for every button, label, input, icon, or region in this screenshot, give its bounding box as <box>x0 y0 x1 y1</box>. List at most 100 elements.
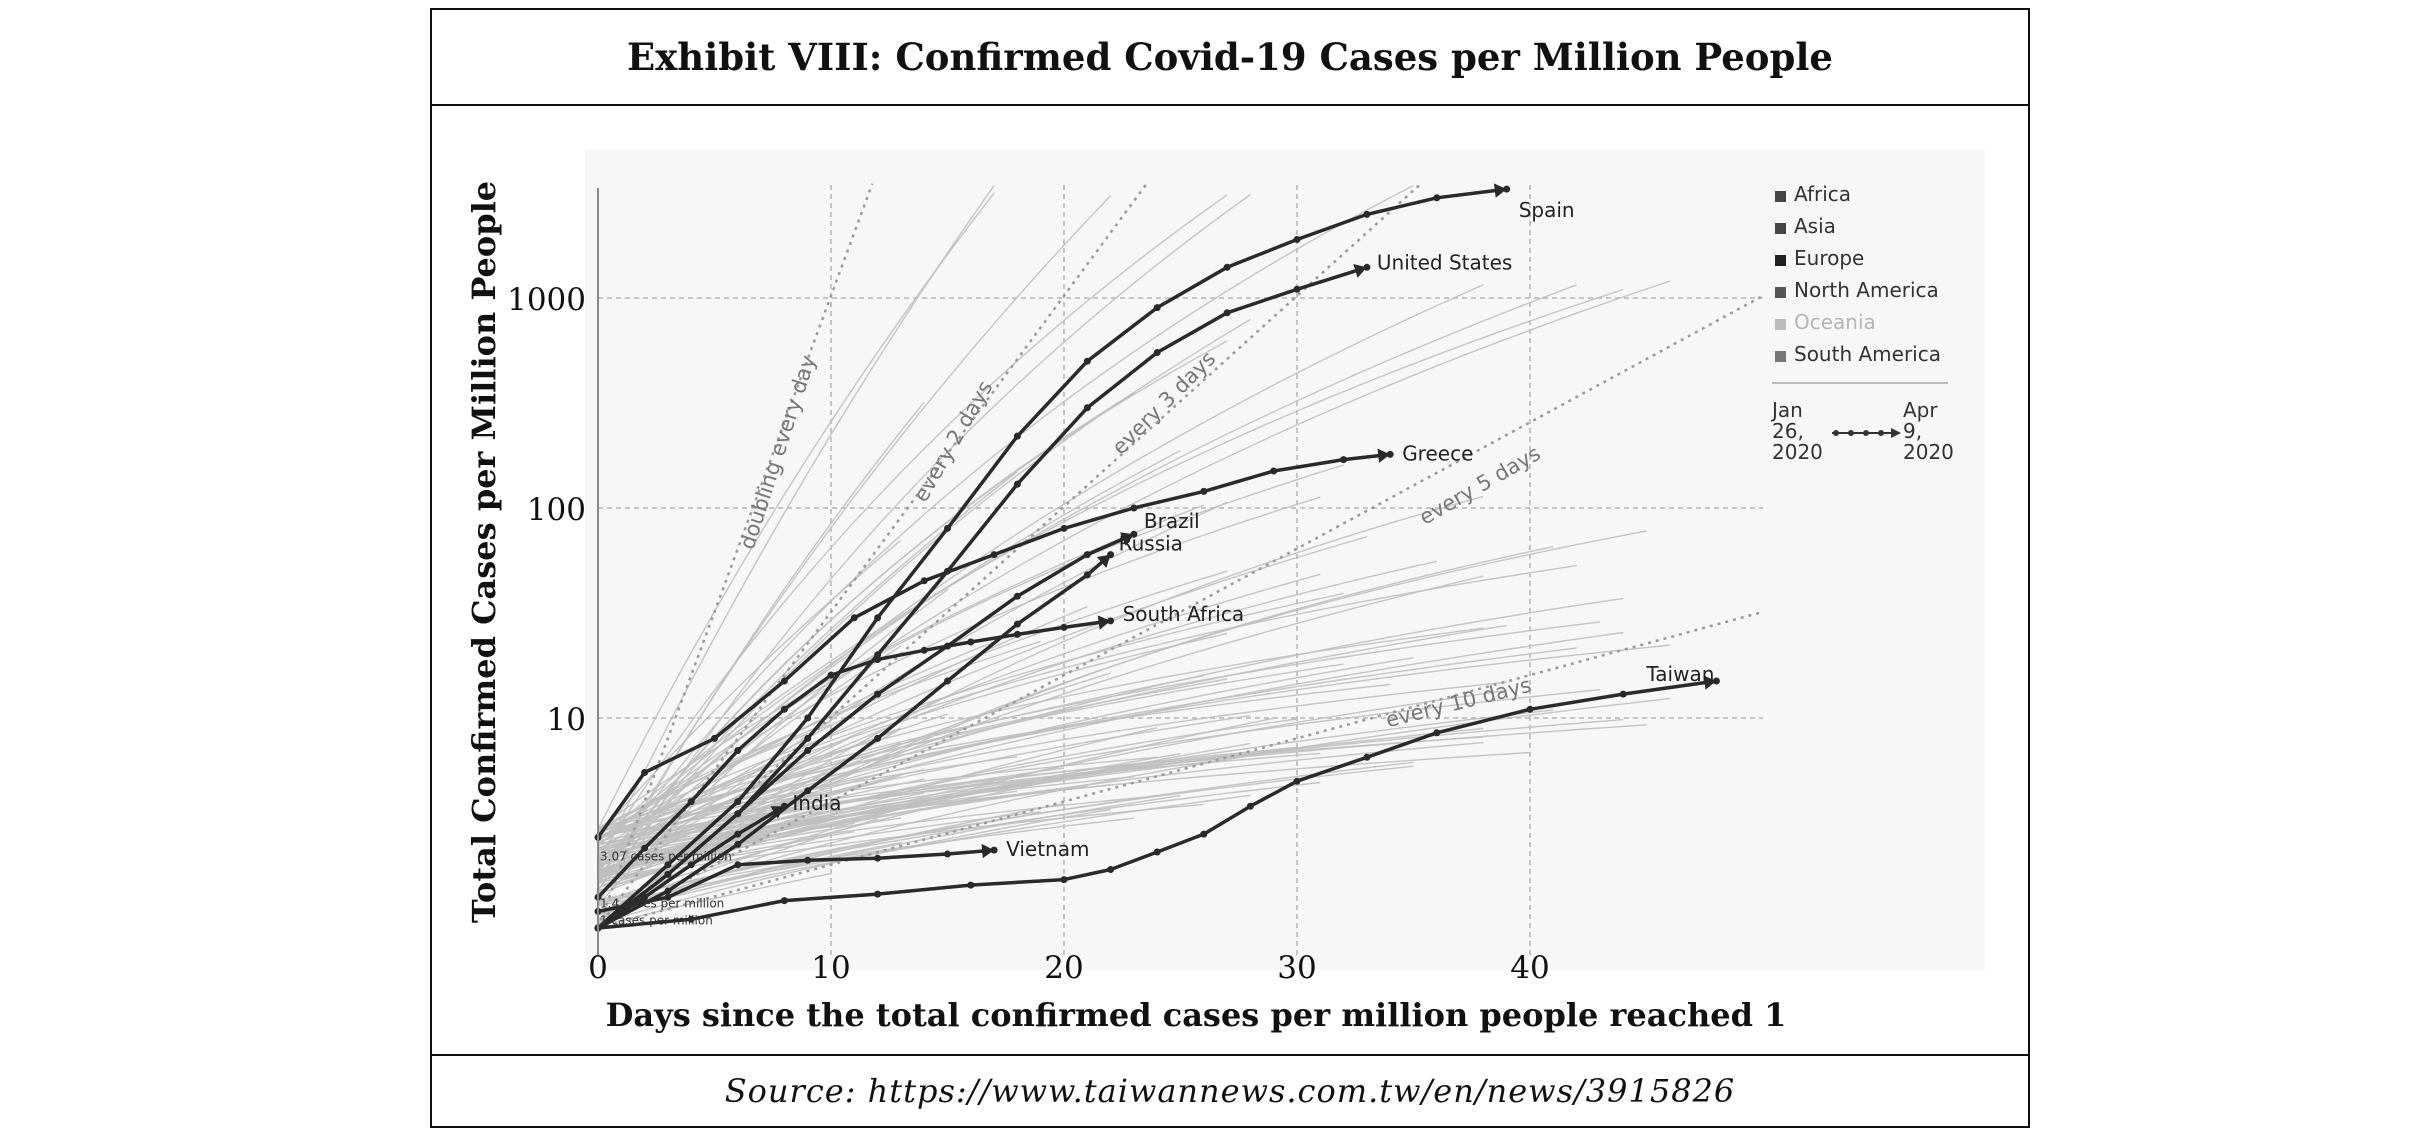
series-label: Taiwan <box>1645 662 1714 686</box>
series-point <box>734 747 742 754</box>
reference-line <box>597 294 1764 930</box>
series-line <box>596 187 1507 930</box>
background-country-line <box>597 606 1088 863</box>
series-point <box>1153 349 1161 356</box>
series-point <box>664 887 672 895</box>
background-country-line <box>597 627 1484 834</box>
series-point <box>1246 802 1254 810</box>
background-country-line <box>597 817 1134 901</box>
series-line <box>596 619 1111 899</box>
background-country-line <box>597 830 855 884</box>
series-point <box>734 840 742 848</box>
background-country-line <box>597 807 832 888</box>
series-point <box>1013 620 1021 628</box>
background-country-line <box>597 318 1251 891</box>
legend-entry: Oceania <box>1794 310 1876 334</box>
background-country-line <box>597 765 1414 906</box>
time-legend-point <box>1863 430 1869 436</box>
series-point <box>1153 848 1161 856</box>
x-tick-label: 20 <box>1044 950 1083 986</box>
exhibit-title: Exhibit VIII: Confirmed Covid-19 Cases p… <box>627 35 1833 79</box>
series-point <box>944 677 951 685</box>
series-label: Vietnam <box>1006 837 1089 861</box>
series-arrowhead <box>770 806 785 819</box>
series-point <box>804 747 812 754</box>
background-country-line <box>597 597 1624 877</box>
series-point <box>1153 304 1161 312</box>
start-annotation: 1.4 cases per million <box>600 897 724 911</box>
start-annotation: 1 cases per million <box>600 913 713 927</box>
series-label: India <box>792 791 841 815</box>
series-point <box>1013 480 1021 488</box>
series-point <box>944 524 951 532</box>
y-tick-label: 1000 <box>507 282 586 318</box>
background-country-line <box>597 284 1577 847</box>
background-country-line <box>597 495 1484 927</box>
time-legend-arrowhead <box>1891 428 1901 438</box>
series-point <box>944 850 951 858</box>
series-label: Brazil <box>1144 509 1200 533</box>
series-point <box>1083 357 1091 365</box>
background-country-line <box>597 280 1671 871</box>
series-point <box>641 844 649 852</box>
series-arrowhead <box>981 843 995 859</box>
background-country-line <box>597 624 1507 849</box>
series-point <box>734 798 742 806</box>
series-point <box>780 897 788 905</box>
series-arrowhead <box>1493 183 1507 198</box>
time-legend-end: Apr <box>1903 398 1938 422</box>
series-point <box>1013 432 1021 440</box>
series-point <box>1293 777 1301 785</box>
series-point <box>874 656 882 663</box>
series-point <box>780 705 788 713</box>
x-tick-label: 0 <box>588 950 608 986</box>
series-point <box>1107 866 1115 873</box>
time-legend-start: Jan <box>1770 398 1803 422</box>
series-point <box>664 861 672 869</box>
background-country-line <box>597 727 902 868</box>
exhibit-title-row: Exhibit VIII: Confirmed Covid-19 Cases p… <box>432 10 2028 106</box>
background-country-line <box>597 536 1368 860</box>
background-country-line <box>597 718 1298 878</box>
legend: Africa Asia Europe North America Oceania Sout… <box>1770 182 1954 464</box>
series-point <box>664 893 672 901</box>
series-point <box>780 677 788 685</box>
series-point <box>874 854 882 862</box>
legend-swatch <box>1775 351 1786 362</box>
background-country-line <box>597 464 1344 847</box>
background-country-line <box>597 449 1181 866</box>
series-arrowhead <box>1353 264 1367 278</box>
series-point <box>967 881 975 889</box>
time-legend-end: 2020 <box>1903 440 1954 464</box>
series-point <box>1363 753 1371 761</box>
series-point <box>874 734 882 742</box>
background-country-line <box>597 392 1135 880</box>
series-arrowhead <box>1377 448 1391 463</box>
series-point <box>990 846 998 854</box>
series-arrowhead <box>1096 554 1111 568</box>
reference-line <box>597 610 1764 930</box>
series-label: United States <box>1377 250 1512 274</box>
background-country-line <box>597 192 995 830</box>
start-annotation: 3.07 cases per million <box>600 849 732 863</box>
series-point <box>664 870 672 878</box>
country-series <box>594 183 1720 932</box>
series-point <box>1013 592 1021 600</box>
time-legend-point <box>1848 430 1854 436</box>
x-tick-label: 10 <box>811 950 850 986</box>
background-country-line <box>597 401 925 892</box>
legend-entry: North America <box>1794 278 1939 302</box>
series-point <box>990 551 998 559</box>
time-legend-start: 2020 <box>1772 440 1823 464</box>
background-country-line <box>597 194 1228 860</box>
series-point <box>711 734 718 742</box>
series-point <box>827 671 835 679</box>
series-arrowhead <box>1097 615 1111 630</box>
series-point <box>804 734 812 742</box>
series-point <box>1130 504 1138 512</box>
background-country-line <box>597 631 1624 861</box>
series-point <box>641 893 649 901</box>
legend-swatch <box>1775 255 1786 266</box>
background-country-line <box>597 288 1624 842</box>
